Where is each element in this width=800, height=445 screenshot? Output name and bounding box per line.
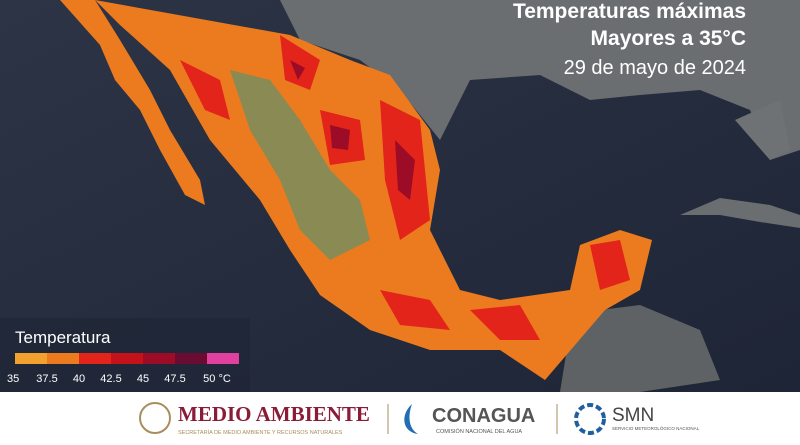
legend-label: 40 <box>73 373 85 385</box>
logo-name: CONAGUA <box>432 405 535 427</box>
legend-label: 42.5 <box>100 373 121 385</box>
legend-swatch <box>47 353 79 364</box>
highlands <box>230 70 370 260</box>
baja-california <box>60 0 205 205</box>
mexico-mainland <box>95 0 652 380</box>
legend-swatch <box>143 353 175 364</box>
legend-label: 45 <box>137 373 149 385</box>
legend-label: 47.5 <box>164 373 185 385</box>
title-line: Mayores a 35°C <box>591 27 746 50</box>
legend-label: 35 <box>7 373 19 385</box>
florida <box>735 100 790 160</box>
legend-swatch <box>79 353 111 364</box>
legend-swatch <box>207 353 239 364</box>
cuba <box>680 198 800 228</box>
logo-subtitle: SERVICIO METEOROLÓGICO NACIONAL <box>612 425 700 431</box>
title-line: Temperaturas máximas <box>513 0 746 23</box>
hottest-zones <box>290 60 415 200</box>
legend-swatch <box>111 353 143 364</box>
footer <box>0 392 800 445</box>
legend-label: 37.5 <box>36 373 57 385</box>
logo-subtitle: COMISIÓN NACIONAL DEL AGUA <box>436 428 522 435</box>
smn-icon <box>574 403 606 435</box>
logo-name: MEDIO AMBIENTE <box>178 402 370 426</box>
usa-land <box>280 0 800 160</box>
legend-swatch <box>15 353 47 364</box>
legend-label: 50 °C <box>203 373 231 385</box>
emblem <box>139 402 171 434</box>
legend-title: Temperatura <box>15 328 111 347</box>
central-america <box>560 305 720 392</box>
legend-swatch <box>175 353 207 364</box>
logo-name: SMN <box>612 405 654 426</box>
date: 29 de mayo de 2024 <box>564 57 746 79</box>
legend: 35 37.5 40 42.5 45 47.5 50 °C <box>7 353 239 385</box>
logo-subtitle: SECRETARÍA DE MEDIO AMBIENTE Y RECURSOS … <box>178 429 343 436</box>
conagua-icon <box>404 404 418 434</box>
